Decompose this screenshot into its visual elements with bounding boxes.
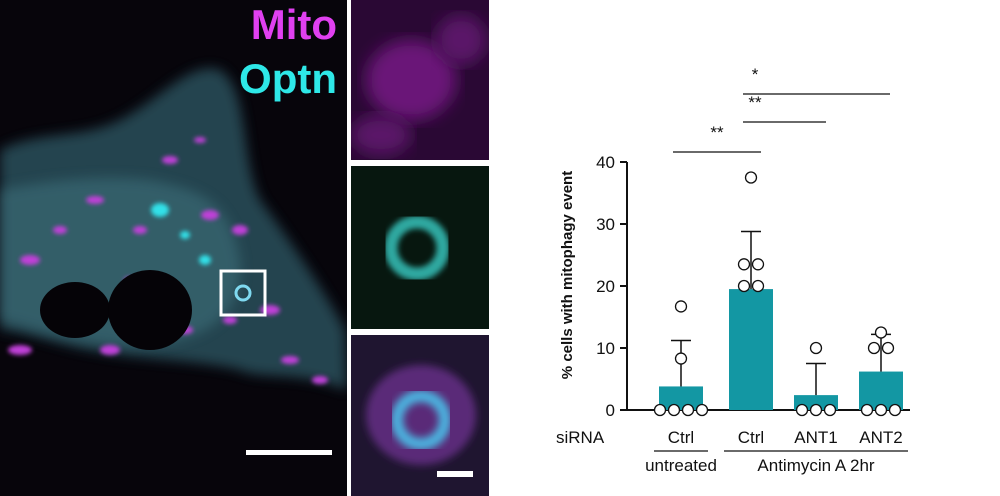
significance-label: **: [710, 123, 724, 142]
inset-scale-bar: [437, 471, 473, 477]
data-point: [667, 403, 681, 417]
inset-mito-picture: [351, 15, 486, 155]
micrograph-main-picture: [0, 68, 347, 455]
data-point: [737, 258, 751, 271]
y-tick-label: 0: [606, 401, 615, 420]
bar: [729, 289, 773, 410]
inset-merge-panel: [351, 335, 489, 496]
group-label: Antimycin A 2hr: [757, 456, 875, 475]
data-point: [874, 326, 888, 339]
y-tick-label: 10: [596, 339, 615, 358]
optn-channel-label: Optn: [239, 55, 337, 102]
x-category-label: Ctrl: [738, 428, 764, 447]
x-category-label: Ctrl: [668, 428, 694, 447]
group-label: untreated: [645, 456, 717, 475]
x-category-label: ANT1: [794, 428, 837, 447]
data-point: [674, 352, 688, 365]
scale-bar: [246, 450, 332, 455]
significance-label: **: [748, 93, 762, 112]
data-point: [874, 403, 888, 417]
data-point: [751, 279, 765, 293]
data-point: [860, 403, 874, 417]
data-point: [809, 341, 823, 355]
x-category-label: ANT2: [859, 428, 902, 447]
y-tick-label: 30: [596, 215, 615, 234]
data-point: [881, 341, 895, 355]
micrograph-main: Mito Optn: [0, 0, 347, 496]
data-point: [867, 341, 881, 355]
inset-optn-panel: [351, 166, 489, 329]
inset-merge-picture: [366, 365, 476, 477]
inset-box: [219, 269, 267, 317]
mito-channel-label: Mito: [250, 1, 337, 48]
data-point: [681, 403, 695, 417]
y-tick-label: 40: [596, 153, 615, 172]
data-point: [823, 403, 837, 417]
y-axis-label: % cells with mitophagy event: [559, 171, 576, 379]
inset-mito-panel: [351, 0, 489, 160]
bar: [659, 386, 703, 410]
data-point: [674, 300, 688, 313]
data-point: [809, 403, 823, 417]
data-point: [737, 279, 751, 293]
bar: [859, 371, 903, 410]
data-point: [653, 403, 667, 417]
data-point: [695, 403, 709, 417]
sirna-row-label: siRNA: [556, 428, 605, 447]
y-tick-label: 20: [596, 277, 615, 296]
significance-label: *: [752, 65, 759, 84]
data-point: [744, 171, 758, 184]
inset-optn-picture: [384, 215, 450, 281]
data-point: [888, 403, 902, 417]
mitophagy-bar-chart: % cells with mitophagy event 0 10 20 30 40 Ct…: [556, 65, 910, 475]
data-point: [751, 258, 765, 271]
data-point: [795, 403, 809, 417]
